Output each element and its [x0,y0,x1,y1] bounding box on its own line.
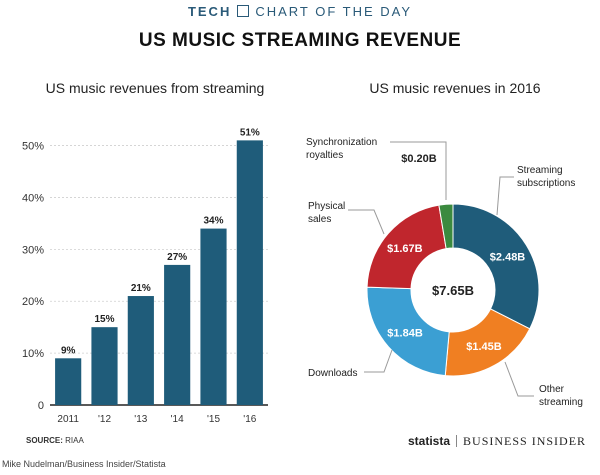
y-tick-label: 40% [22,192,44,204]
page-title: US MUSIC STREAMING REVENUE [138,30,462,51]
bar [200,228,227,405]
logo-divider [456,435,458,447]
x-tick-label: 2011 [57,414,79,425]
donut-chart-title: US music revenues in 2016 [369,80,541,96]
donut-center-total: $7.65B [432,283,474,298]
callout-leader [348,209,385,235]
slice-value-label: $0.20B [401,153,437,165]
banner-tech: TECH [187,4,232,19]
callout-leader [496,176,514,216]
bar [164,264,191,405]
callout-other-streaming-line2: streaming [539,397,583,408]
source-label: SOURCE: [26,436,63,445]
callout-leader [390,141,447,200]
statista-logo: statista [408,434,451,448]
bar [236,140,263,405]
bar-value-label: 15% [94,314,114,325]
x-tick-label: '16 [243,414,256,425]
y-tick-label: 30% [22,244,44,256]
callout-leader [364,349,393,373]
logos: statista BUSINESS INSIDER [408,434,586,449]
chart-of-the-day-banner: TECH CHART OF THE DAY [0,4,600,19]
x-tick-label: '14 [171,414,184,425]
x-tick-label: '12 [98,414,111,425]
bar-value-label: 34% [203,216,223,227]
y-tick-label: 50% [22,141,44,153]
donut-slice-physical-sales [366,204,447,290]
callout-leader [504,361,534,397]
y-tick-label: 20% [22,296,44,308]
callout-downloads: Downloads [308,368,357,379]
callout-physical-sales-line1: Physical [308,201,345,212]
callout-streaming-subscriptions-line2: subscriptions [517,178,575,189]
y-tick-label: 10% [22,348,44,360]
callout-other-streaming-line1: Other [539,384,565,395]
callout-physical-sales-line2: sales [308,214,331,225]
callout-synchronization-royalties-line1: Synchronization [306,137,377,148]
donut-slice-other-streaming [444,308,531,377]
donut-slice-streaming-subscriptions [452,203,540,330]
business-insider-logo: BUSINESS INSIDER [463,434,587,448]
banner-chart-of-the-day: CHART OF THE DAY [255,4,413,19]
banner-separator-icon [237,5,250,17]
bar-chart: 0 10% 20% 30% 40% 50% 9% 2011 15% '12 21% '13 27% '14… [22,127,268,425]
source-value: RIAA [65,436,84,445]
bar-chart-title: US music revenues from streaming [45,80,265,96]
y-tick-label: 0 [38,400,44,412]
slice-value-label: $1.67B [387,243,423,255]
bar-value-label: 9% [61,345,76,356]
bar [91,327,118,405]
bar [127,296,154,405]
source-note: SOURCE: RIAA [26,436,84,445]
x-tick-label: '15 [207,414,220,425]
bar-value-label: 51% [240,127,260,138]
callout-synchronization-royalties-line2: royalties [306,150,343,161]
bar-value-label: 27% [167,252,187,263]
slice-value-label: $1.84B [387,327,423,339]
slice-value-label: $1.45B [466,341,502,353]
x-tick-label: '13 [134,414,147,425]
bar-value-label: 21% [131,283,151,294]
callout-streaming-subscriptions-line1: Streaming [517,165,563,176]
slice-value-label: $2.48B [490,251,526,263]
bar [55,358,82,405]
image-credit: Mike Nudelman/Business Insider/Statista [2,459,166,469]
donut-slice-downloads [366,286,450,377]
donut-slice-synchronization-royalties [438,203,454,250]
